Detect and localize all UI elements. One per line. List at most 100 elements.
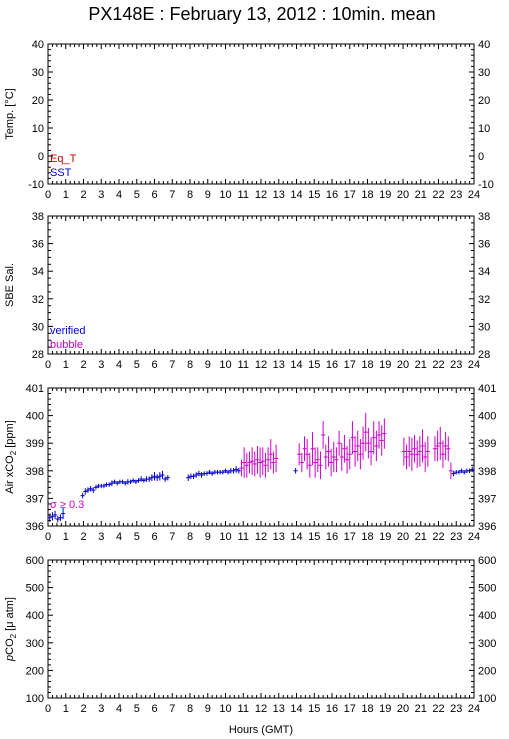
pco2-panel: pCO2 [μ atm] [4, 559, 475, 699]
y-tick-label-right: 400 [478, 411, 496, 423]
x-tick-label: 15 [308, 531, 320, 543]
x-tick-label: 2 [80, 189, 86, 201]
x-tick-label: 13 [273, 703, 285, 715]
x-tick-label: 7 [169, 189, 175, 201]
x-tick-label: 10 [219, 703, 231, 715]
x-tick-label: 0 [45, 189, 51, 201]
sigma-annotation: σ ≥ 0.3 [50, 499, 84, 511]
x-tick-label: 0 [45, 359, 51, 371]
y-tick-label-left: 500 [26, 583, 44, 595]
x-tick-label: 3 [98, 531, 104, 543]
legend-sst: SST [50, 167, 72, 179]
y-tick-label-left: 300 [26, 638, 44, 650]
x-tick-label: 11 [238, 189, 249, 201]
x-tick-label: 8 [187, 703, 193, 715]
pco2-ylabel-prefix: p [4, 655, 16, 662]
x-tick-label: 9 [205, 189, 211, 201]
temperature-panel: Temp. [°C] Eq_T SST [4, 43, 475, 185]
air-xco2-plot-frame [47, 387, 475, 527]
x-tick-label: 4 [116, 531, 122, 543]
y-tick-label-right: 399 [478, 438, 496, 450]
x-tick-label: 16 [326, 189, 338, 201]
x-tick-label: 2 [80, 531, 86, 543]
x-tick-label: 7 [169, 531, 175, 543]
x-tick-label: 8 [187, 189, 193, 201]
x-tick-label: 16 [326, 531, 338, 543]
x-tick-label: 2 [80, 703, 86, 715]
x-tick-label: 1 [63, 359, 69, 371]
y-tick-label-right: 36 [478, 239, 490, 251]
x-tick-label: 6 [151, 531, 157, 543]
x-tick-label: 23 [450, 189, 462, 201]
x-tick-label: 20 [397, 531, 409, 543]
y-tick-label-left: 400 [26, 411, 44, 423]
y-tick-label-left: 398 [26, 466, 44, 478]
x-tick-label: 19 [379, 359, 391, 371]
x-tick-label: 21 [415, 359, 427, 371]
x-tick-label: 0 [45, 531, 51, 543]
temperature-ylabel: Temp. [°C] [4, 88, 16, 139]
x-tick-label: 24 [468, 189, 480, 201]
x-tick-label: 16 [326, 359, 338, 371]
y-tick-label-right: 20 [478, 95, 490, 107]
y-tick-label-left: 0 [38, 151, 44, 163]
air-xco2-ylabel: Air xCO2 [ppm] [4, 420, 18, 494]
y-tick-label-left: 600 [26, 555, 44, 567]
x-tick-label: 1 [63, 531, 69, 543]
salinity-panel: SBE Sal. verified bubble [4, 215, 475, 355]
x-tick-label: 3 [98, 359, 104, 371]
x-tick-label: 6 [151, 703, 157, 715]
x-tick-label: 18 [361, 703, 373, 715]
y-tick-label-right: 401 [478, 383, 496, 395]
chart-title: PX148E : February 13, 2012 : 10min. mean [88, 4, 435, 24]
x-tick-label: 12 [255, 703, 267, 715]
y-tick-label-right: 0 [478, 151, 484, 163]
y-tick-label-right: 32 [478, 294, 490, 306]
y-tick-label-left: 30 [32, 67, 44, 79]
axes-layer: 0 1 2 3 4 5 6 7 8 9 10 11 12 13 14 15 16 17 18 19 20 21 22 23 24… [26, 39, 497, 715]
x-tick-label: 10 [219, 189, 231, 201]
x-tick-label: 13 [273, 359, 285, 371]
pco2-ylabel-sub: 2 [9, 633, 18, 638]
x-tick-label: 8 [187, 531, 193, 543]
x-tick-label: 11 [238, 703, 249, 715]
x-tick-label: 3 [98, 189, 104, 201]
x-tick-label: 10 [219, 531, 231, 543]
y-tick-label-right: 500 [478, 583, 496, 595]
y-tick-label-right: 100 [478, 693, 496, 705]
xco2-points [47, 412, 475, 523]
x-tick-label: 11 [238, 531, 249, 543]
x-tick-label: 17 [344, 359, 356, 371]
x-tick-label: 18 [361, 189, 373, 201]
y-tick-label-right: 398 [478, 466, 496, 478]
legend-eq-t: Eq_T [50, 153, 77, 165]
y-tick-label-left: 396 [26, 521, 44, 533]
x-tick-label: 10 [219, 359, 231, 371]
y-tick-label-left: 38 [32, 211, 44, 223]
y-tick-label-left: -10 [28, 179, 44, 191]
salinity-plot-frame [47, 215, 475, 355]
y-tick-label-left: 399 [26, 438, 44, 450]
x-tick-label: 5 [134, 531, 140, 543]
x-tick-label: 5 [134, 359, 140, 371]
y-tick-label-right: 397 [478, 493, 496, 505]
x-tick-label: 13 [273, 531, 285, 543]
x-tick-label: 3 [98, 703, 104, 715]
y-tick-label-right: 40 [478, 39, 490, 51]
x-tick-label: 14 [290, 531, 302, 543]
x-tick-label: 11 [238, 359, 249, 371]
x-tick-label: 1 [63, 189, 69, 201]
pco2-ylabel-unit: [μ atm] [4, 597, 16, 634]
x-tick-label: 15 [308, 359, 320, 371]
y-tick-label-right: 396 [478, 521, 496, 533]
y-tick-label-right: 300 [478, 638, 496, 650]
air-xco2-ylabel-main: Air xCO [4, 455, 16, 494]
x-tick-label: 2 [80, 359, 86, 371]
x-tick-label: 23 [450, 703, 462, 715]
x-tick-label: 1 [63, 703, 69, 715]
y-tick-label-right: 200 [478, 665, 496, 677]
y-tick-label-right: 34 [478, 266, 490, 278]
y-tick-label-right: 400 [478, 610, 496, 622]
y-tick-label-right: 30 [478, 67, 490, 79]
